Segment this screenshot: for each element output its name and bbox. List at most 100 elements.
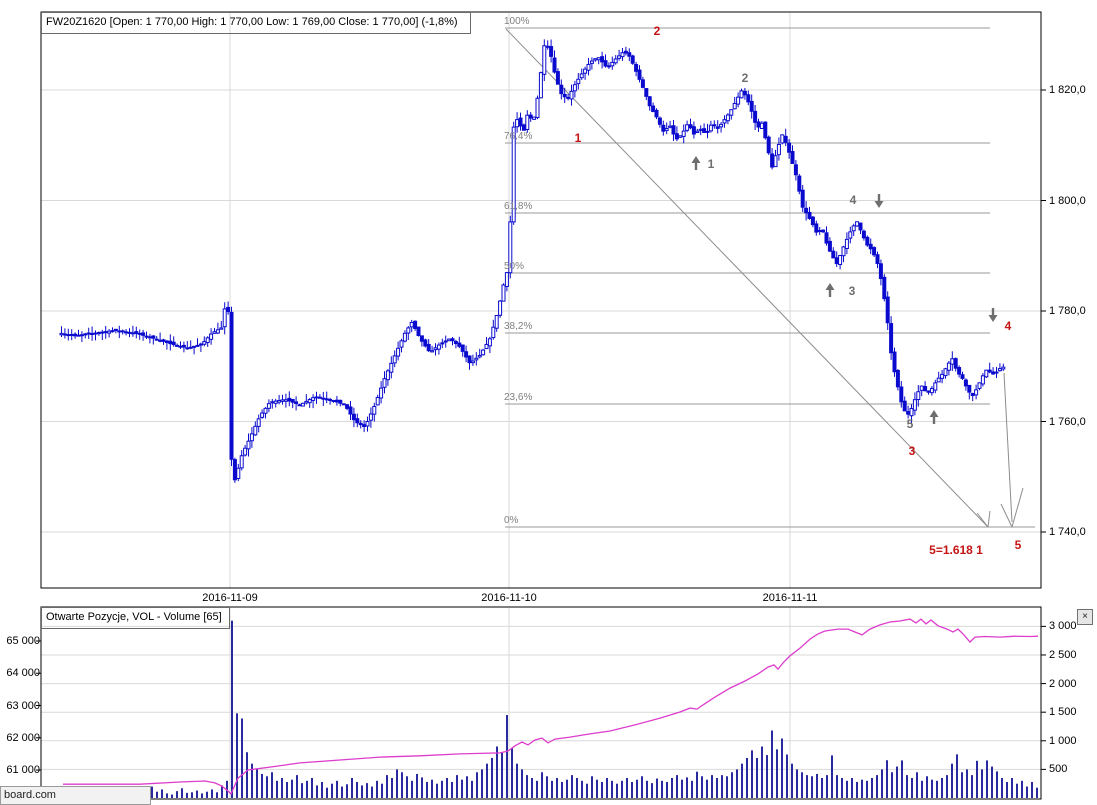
wave-label-red-5: 5: [1014, 538, 1022, 552]
volume-bar: [651, 783, 653, 798]
candle-body: [107, 330, 112, 334]
candle-body: [674, 133, 679, 140]
volume-bar: [571, 775, 573, 798]
candle-body: [736, 96, 741, 105]
candle-body: [348, 406, 353, 415]
candle-body: [307, 399, 312, 404]
open-interest-line: [63, 618, 1039, 796]
volume-bar: [346, 784, 348, 798]
volume-bar: [771, 730, 773, 798]
candle-body: [419, 335, 424, 342]
candle-body: [198, 343, 203, 346]
close-panel-button[interactable]: ×: [1077, 609, 1093, 625]
candle-body: [953, 358, 958, 369]
volume-bar: [666, 781, 668, 798]
candle-body: [654, 109, 659, 118]
candle-body: [994, 371, 999, 374]
candle-body: [130, 332, 135, 335]
volume-bar: [381, 783, 383, 798]
candle-body: [314, 396, 319, 399]
candle-body: [324, 398, 329, 401]
volume-bar: [391, 777, 393, 798]
candle-body: [436, 344, 441, 350]
candle-body: [358, 422, 363, 426]
candle-body: [498, 300, 503, 316]
candle-body: [821, 229, 826, 233]
candle-body: [464, 351, 469, 358]
volume-bar: [176, 791, 178, 798]
candle-body: [797, 175, 802, 192]
candle-body: [844, 238, 849, 249]
volume-bar: [431, 779, 433, 798]
volume-bar: [466, 776, 468, 798]
forecast-arrow-line: [1003, 372, 1013, 523]
candle-body: [980, 375, 985, 385]
candle-body: [793, 164, 798, 176]
candle-body: [946, 362, 951, 371]
candle-body: [814, 223, 819, 233]
volume-bar: [976, 760, 978, 798]
candle-body: [385, 370, 390, 381]
candle-body: [579, 73, 584, 79]
forecast-arrowhead: [1000, 503, 1013, 528]
candle-body: [933, 382, 938, 391]
candle-body: [178, 345, 183, 348]
candle-body: [246, 440, 251, 450]
volume-axis-label: 1 000: [1049, 734, 1077, 747]
wave-label-red-5=1.618 1: 5=1.618 1: [929, 543, 983, 557]
candle-body: [705, 130, 710, 133]
candle-body: [470, 360, 475, 364]
fib-level-label: 38,2%: [504, 321, 533, 332]
volume-bar: [221, 785, 223, 798]
fib-level-label: 50%: [504, 261, 525, 272]
volume-bar: [251, 763, 253, 798]
volume-bar: [966, 769, 968, 798]
volume-bar: [506, 715, 508, 798]
candle-body: [936, 377, 941, 383]
candle-body: [508, 221, 513, 274]
candle-body: [664, 128, 669, 131]
volume-bar: [766, 755, 768, 798]
candle-body: [382, 378, 387, 388]
arrow-up-icon: [929, 410, 939, 417]
candle-body: [623, 50, 628, 54]
candle-body: [848, 231, 853, 239]
candle-body: [617, 55, 622, 59]
candle-body: [562, 93, 567, 98]
volume-bar: [296, 775, 298, 798]
volume-bar: [776, 749, 778, 798]
candle-body: [991, 371, 996, 375]
candle-body: [940, 373, 945, 379]
volume-bar: [371, 786, 373, 798]
candle-body: [572, 84, 577, 92]
volume-bar: [266, 776, 268, 798]
candle-body: [647, 96, 652, 107]
candle-body: [865, 236, 870, 246]
candle-body: [273, 400, 278, 404]
volume-bar: [981, 769, 983, 798]
candle-body: [351, 413, 356, 421]
candle-body: [243, 447, 248, 456]
candle-body: [549, 46, 554, 57]
candle-body: [83, 333, 88, 336]
candle-body: [817, 229, 822, 232]
volume-bar: [541, 772, 543, 798]
candle-body: [90, 333, 95, 336]
volume-bar: [676, 775, 678, 798]
candle-body: [137, 332, 142, 335]
volume-bar: [496, 746, 498, 798]
volume-bar: [326, 787, 328, 798]
candle-body: [902, 400, 907, 412]
candle-body: [671, 125, 676, 135]
candle-body: [810, 216, 815, 226]
candle-body: [827, 240, 832, 252]
candle-body: [583, 68, 588, 74]
price-axis-label: 1 800,0: [1049, 194, 1086, 207]
volume-bar: [216, 792, 218, 798]
candle-body: [297, 404, 302, 407]
volume-bar: [731, 772, 733, 798]
wave-arrows: [691, 156, 998, 424]
candle-body: [787, 142, 792, 153]
candle-body: [753, 110, 758, 123]
